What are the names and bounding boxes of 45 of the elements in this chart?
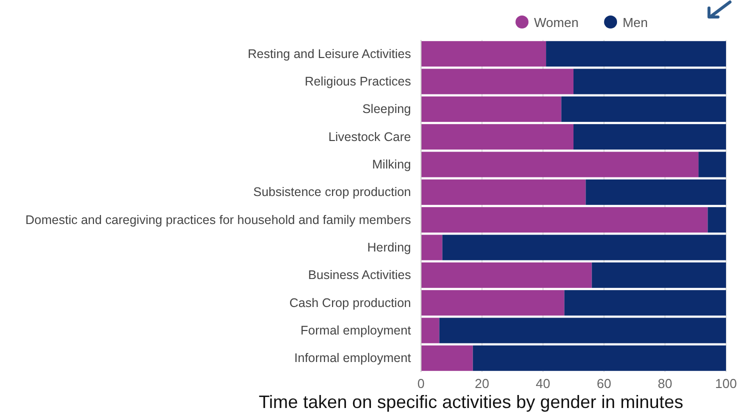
x-tick-label: 20	[474, 376, 490, 391]
bar	[421, 262, 592, 288]
x-tick-label: 80	[658, 376, 672, 391]
bar	[421, 152, 699, 178]
x-tick-label: 60	[596, 376, 612, 391]
bar	[421, 96, 562, 122]
y-tick-label: Herding	[367, 240, 412, 254]
y-tick-label: Milking	[372, 158, 412, 172]
bar	[592, 262, 726, 288]
bar	[574, 124, 726, 150]
y-tick-label: Subsistence crop production	[253, 185, 412, 200]
bar	[472, 345, 726, 371]
bar	[421, 290, 564, 316]
bar	[574, 68, 726, 94]
bar	[546, 41, 726, 67]
bar	[698, 152, 726, 178]
y-tick-label: Informal employment	[294, 351, 412, 366]
bar	[708, 207, 726, 233]
legend-label: Women	[534, 15, 579, 30]
legend-label: Men	[622, 15, 648, 30]
y-tick-label: Formal employment	[300, 324, 412, 338]
bar	[421, 124, 574, 150]
bar	[421, 234, 442, 260]
bar	[442, 234, 726, 260]
x-tick-label: 100	[715, 376, 737, 391]
bar	[561, 96, 726, 122]
text: Time taken on specific activities by gender in minutes	[258, 392, 684, 412]
bar	[421, 179, 586, 205]
y-tick-label: Resting and Leisure Activities	[248, 46, 411, 61]
y-tick-label: Domestic and caregiving practices for household and family members	[25, 212, 411, 227]
y-tick-label: Livestock Care	[328, 130, 412, 144]
x-tick-label: 0	[417, 376, 425, 391]
y-tick-label: Business Activities	[308, 268, 411, 282]
bar	[421, 207, 708, 233]
bar	[421, 318, 440, 344]
bar	[421, 68, 574, 94]
bar	[421, 41, 546, 67]
y-tick-label: Sleeping	[362, 102, 412, 116]
bar	[586, 179, 726, 205]
x-tick-label: 40	[536, 376, 550, 391]
y-tick-label: Cash Crop production	[289, 296, 412, 310]
y-tick-label: Religious Practices	[304, 74, 411, 88]
bar	[564, 290, 726, 316]
bar	[421, 345, 473, 371]
bar	[439, 318, 726, 344]
